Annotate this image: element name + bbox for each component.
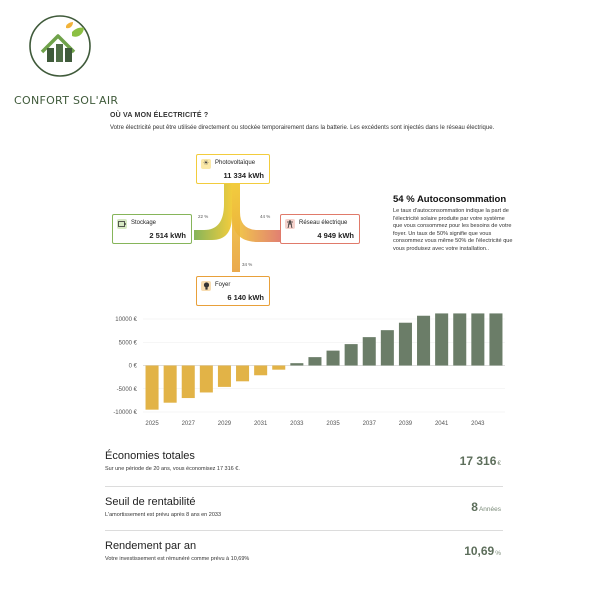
- bar: [254, 365, 268, 376]
- section-description: Votre électricité peut être utilisée dir…: [110, 125, 495, 131]
- section-title: OÙ VA MON ÉLECTRICITÉ ?: [110, 112, 209, 119]
- stat-economies-value: 17 316€: [460, 452, 501, 470]
- stat-rentabilite-title: Seuil de rentabilité: [105, 496, 196, 508]
- foyer-value: 6 140 kWh: [227, 293, 264, 302]
- node-reseau: Réseau électrique 4 949 kWh: [280, 214, 360, 244]
- bar: [272, 365, 286, 370]
- stat-economies-number: 17 316: [459, 454, 497, 468]
- energy-flow-diagram: ☀ Photovoltaïque 11 334 kWh Stockage 2 5…: [108, 152, 388, 310]
- flow-to-storage: [194, 184, 232, 240]
- savings-chart-svg: 10000 € 5000 € 0 € -5000 € -10000 € 2025 2027 2…: [113, 313, 505, 427]
- bar: [471, 313, 485, 366]
- divider: [105, 530, 503, 531]
- bar: [199, 365, 213, 393]
- stockage-value: 2 514 kWh: [149, 231, 186, 240]
- bar: [417, 315, 431, 366]
- bar: [145, 365, 159, 410]
- photovoltaique-label: Photovoltaïque: [215, 160, 256, 166]
- bar: [181, 365, 195, 399]
- house-leaf-icon: [29, 15, 91, 77]
- x-tick-label: 2025: [145, 421, 159, 427]
- bar: [308, 357, 322, 366]
- bar: [453, 313, 467, 366]
- x-tick-label: 2033: [290, 421, 304, 427]
- battery-icon: [117, 219, 127, 229]
- reseau-value: 4 949 kWh: [317, 231, 354, 240]
- stat-economies-unit: €: [497, 460, 501, 467]
- x-tick-label: 2029: [218, 421, 232, 427]
- y-tick-label: -10000 €: [113, 410, 137, 416]
- flow-ribbons: [194, 184, 280, 272]
- bar: [344, 344, 358, 366]
- x-tick-label: 2027: [182, 421, 196, 427]
- pct-foyer: 34 %: [242, 262, 253, 267]
- bar: [380, 330, 394, 366]
- x-tick-label: 2031: [254, 421, 268, 427]
- y-tick-label: 5000 €: [119, 340, 138, 346]
- pylon-icon: [285, 219, 295, 229]
- x-tick-label: 2039: [399, 421, 413, 427]
- autoconsommation-block: 54 % Autoconsommation Le taux d'autocons…: [393, 194, 513, 254]
- foyer-label: Foyer: [215, 282, 231, 288]
- x-tick-label: 2043: [471, 421, 485, 427]
- stat-rentabilite-subtitle: L'amortissement est prévu après 8 ans en…: [105, 512, 222, 518]
- bar: [398, 322, 412, 366]
- x-tick-label: 2035: [326, 421, 340, 427]
- autoconsommation-text: Le taux d'autoconsommation indique la pa…: [393, 208, 513, 252]
- pct-stockage: 22 %: [198, 214, 209, 219]
- divider: [105, 486, 503, 487]
- bar: [362, 337, 376, 366]
- brand-name: CONFORT SOL'AIR: [14, 94, 119, 107]
- reseau-label: Réseau électrique: [299, 220, 348, 226]
- stat-rendement: Rendement par an Votre investissement es…: [105, 540, 503, 582]
- bar: [290, 363, 304, 366]
- bulb-icon: [201, 281, 211, 291]
- node-photovoltaique: ☀ Photovoltaïque 11 334 kWh: [196, 154, 270, 184]
- node-foyer: Foyer 6 140 kWh: [196, 276, 270, 306]
- stat-rentabilite: Seuil de rentabilité L'amortissement est…: [105, 496, 503, 538]
- bar: [236, 365, 250, 382]
- stockage-label: Stockage: [131, 220, 157, 226]
- x-tick-label: 2037: [363, 421, 377, 427]
- stat-rendement-number: 10,69: [464, 544, 495, 558]
- stat-economies: Économies totales Sur une période de 20 …: [105, 450, 503, 492]
- bar: [435, 313, 449, 366]
- bar: [163, 365, 177, 403]
- bar: [217, 365, 231, 387]
- pct-reseau: 44 %: [260, 214, 271, 219]
- y-tick-label: 10000 €: [115, 317, 137, 323]
- savings-chart: 10000 € 5000 € 0 € -5000 € -10000 € 2025 2027 2…: [0, 308, 600, 433]
- bar: [326, 350, 340, 366]
- stat-rendement-unit: %: [495, 550, 501, 557]
- stat-rentabilite-value: 8Années: [471, 498, 501, 516]
- stat-rentabilite-unit: Années: [478, 506, 501, 513]
- bar: [489, 313, 503, 366]
- stat-rendement-value: 10,69%: [464, 542, 501, 560]
- sun-icon: ☀: [201, 159, 211, 169]
- flow-to-grid: [232, 184, 280, 242]
- x-tick-label: 2041: [435, 421, 449, 427]
- y-tick-label: -5000 €: [117, 387, 138, 393]
- stat-rendement-subtitle: Votre investissement est rémunéré comme …: [105, 556, 250, 562]
- stat-economies-subtitle: Sur une période de 20 ans, vous économis…: [105, 466, 240, 472]
- y-tick-label: 0 €: [129, 364, 138, 370]
- stat-economies-title: Économies totales: [105, 450, 195, 462]
- stat-rendement-title: Rendement par an: [105, 540, 197, 552]
- stat-rentabilite-number: 8: [471, 500, 478, 514]
- photovoltaique-value: 11 334 kWh: [223, 171, 264, 180]
- flow-to-home: [232, 184, 240, 272]
- node-stockage: Stockage 2 514 kWh: [112, 214, 192, 244]
- autoconsommation-title: 54 % Autoconsommation: [393, 194, 507, 205]
